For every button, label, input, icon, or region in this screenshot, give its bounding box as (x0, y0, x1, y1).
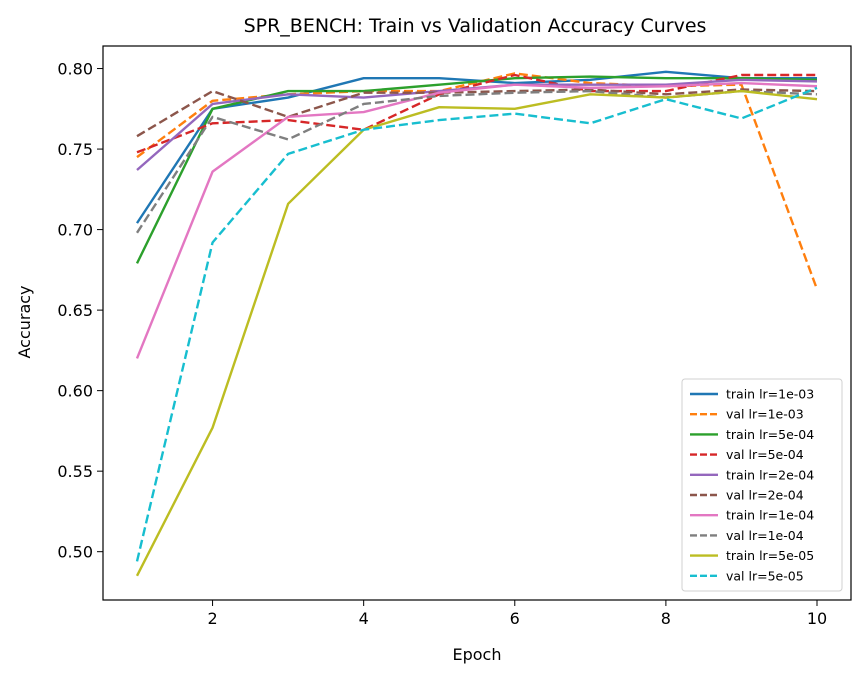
legend-entry-label: val lr=1e-04 (726, 528, 804, 543)
legend-entry-label: train lr=2e-04 (726, 467, 814, 482)
legend-entry-label: val lr=5e-04 (726, 447, 804, 462)
legend-entry-label: train lr=5e-04 (726, 427, 814, 442)
series-line-train-lr-5e-05 (135, 89, 818, 577)
legend-entry-label: train lr=5e-05 (726, 548, 814, 563)
series-line-train-lr-1e-04 (135, 81, 818, 359)
x-tick-label: 6 (510, 609, 520, 628)
x-axis: 2 4 6 8 10 (207, 600, 827, 628)
y-tick-label: 0.60 (57, 382, 93, 401)
legend-entry-label: train lr=1e-04 (726, 508, 814, 523)
plot-frame (102, 45, 852, 601)
legend-entry-label: val lr=2e-04 (726, 488, 804, 503)
legend-entry-label: val lr=5e-05 (726, 568, 804, 583)
legend-box (681, 378, 843, 592)
legend-entry-label: val lr=1e-03 (726, 407, 804, 422)
x-axis-label: Epoch (453, 645, 502, 664)
legend-entry-label: train lr=1e-03 (726, 387, 814, 402)
x-tick-label: 2 (207, 609, 217, 628)
x-tick-label: 10 (807, 609, 827, 628)
series-line-val-lr-2e-04 (136, 88, 818, 138)
y-tick-label: 0.65 (57, 301, 93, 320)
y-tick-label: 0.50 (57, 543, 93, 562)
y-axis-label: Accuracy (15, 285, 34, 358)
y-tick-label: 0.80 (57, 60, 93, 79)
legend: train lr=1e-03 val lr=1e-03 train lr=5e-04… (681, 378, 843, 592)
y-tick-label: 0.70 (57, 221, 93, 240)
y-tick-label: 0.75 (57, 140, 93, 159)
chart-title: SPR_BENCH: Train vs Validation Accuracy … (244, 15, 707, 37)
y-axis: 0.50 0.55 0.60 0.65 0.70 0.75 0.80 (57, 60, 103, 562)
x-tick-label: 4 (359, 609, 369, 628)
x-tick-label: 8 (661, 609, 671, 628)
plot-lines (135, 70, 819, 577)
y-tick-label: 0.55 (57, 462, 93, 481)
series-line-val-lr-5e-05 (135, 86, 818, 562)
